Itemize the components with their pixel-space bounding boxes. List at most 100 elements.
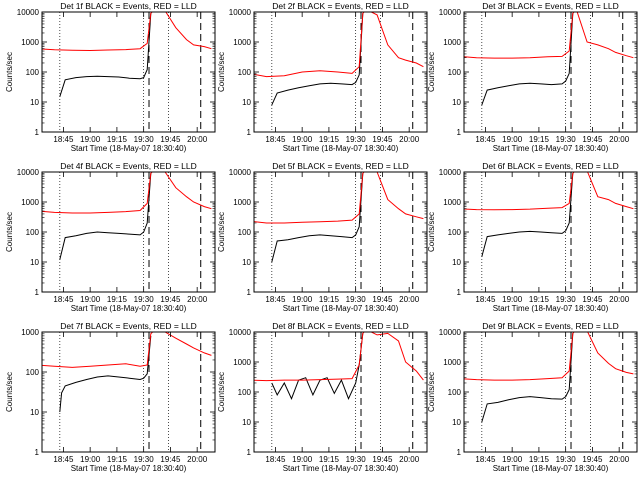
y-tick-label: 1000 bbox=[21, 198, 39, 207]
y-axis-label: Counts/sec bbox=[5, 372, 14, 412]
x-axis-label: Start Time (18-May-07 18:30:40) bbox=[71, 464, 187, 473]
y-tick-label: 1000 bbox=[233, 198, 251, 207]
events-series-line bbox=[481, 333, 574, 423]
events-series-line bbox=[481, 13, 574, 106]
y-tick-label: 10 bbox=[452, 258, 461, 267]
x-tick-label: 18:45 bbox=[265, 295, 286, 304]
x-tick-label: 20:00 bbox=[187, 295, 208, 304]
plot-frame bbox=[253, 171, 428, 293]
y-tick-label: 10000 bbox=[439, 328, 462, 337]
x-tick-label: 19:45 bbox=[160, 455, 181, 464]
x-tick-label: 19:15 bbox=[319, 135, 340, 144]
x-tick-label: 20:00 bbox=[399, 295, 420, 304]
x-tick-label: 19:45 bbox=[582, 455, 603, 464]
x-tick-label: 19:30 bbox=[134, 135, 155, 144]
y-tick-label: 10000 bbox=[439, 8, 462, 17]
y-tick-label: 100 bbox=[238, 388, 252, 397]
panel-title: Det 8f BLACK = Events, RED = LLD bbox=[272, 321, 409, 331]
x-tick-label: 19:45 bbox=[160, 295, 181, 304]
x-tick-label: 19:15 bbox=[107, 455, 128, 464]
x-tick-label: 19:15 bbox=[107, 135, 128, 144]
panel-1: Det 1f BLACK = Events, RED = LLD 1 10 100 10… bbox=[5, 1, 216, 153]
x-tick-label: 19:00 bbox=[80, 455, 101, 464]
y-tick-label: 10000 bbox=[17, 8, 40, 17]
x-tick-label: 19:30 bbox=[134, 455, 155, 464]
x-tick-label: 19:00 bbox=[80, 295, 101, 304]
x-axis-label: Start Time (18-May-07 18:30:40) bbox=[283, 464, 399, 473]
panel-title: Det 5f BLACK = Events, RED = LLD bbox=[272, 161, 409, 171]
x-axis-label: Start Time (18-May-07 18:30:40) bbox=[283, 144, 399, 153]
y-tick-label: 10000 bbox=[229, 168, 252, 177]
lld-series-line bbox=[254, 332, 424, 382]
y-tick-label: 10000 bbox=[229, 328, 252, 337]
x-tick-label: 19:00 bbox=[502, 455, 523, 464]
x-tick-label: 20:00 bbox=[187, 455, 208, 464]
x-tick-label: 19:00 bbox=[502, 295, 523, 304]
y-tick-label: 1000 bbox=[443, 198, 461, 207]
panel-6: Det 6f BLACK = Events, RED = LLD 1 10 100 10… bbox=[427, 161, 638, 313]
y-axis-label: Counts/sec bbox=[427, 372, 436, 412]
y-tick-label: 10000 bbox=[229, 8, 252, 17]
x-tick-label: 18:45 bbox=[53, 295, 74, 304]
plot-frame bbox=[41, 11, 216, 133]
x-tick-label: 19:00 bbox=[502, 135, 523, 144]
panel-7: Det 7f BLACK = Events, RED = LLD 1 10 100 10… bbox=[5, 321, 216, 473]
y-tick-label: 10 bbox=[30, 408, 39, 417]
x-tick-label: 19:30 bbox=[346, 295, 367, 304]
panel-8: Det 8f BLACK = Events, RED = LLD 1 10 100 10… bbox=[217, 321, 428, 473]
y-axis-label: Counts/sec bbox=[217, 52, 226, 92]
y-tick-label: 100 bbox=[238, 68, 252, 77]
y-axis-label: Counts/sec bbox=[5, 52, 14, 92]
y-tick-label: 1000 bbox=[21, 328, 39, 337]
y-tick-label: 100 bbox=[26, 368, 40, 377]
plot-frame bbox=[463, 171, 638, 293]
x-tick-label: 19:30 bbox=[556, 295, 577, 304]
events-series-line bbox=[59, 173, 152, 260]
plot-frame bbox=[41, 331, 216, 453]
x-tick-label: 19:15 bbox=[319, 455, 340, 464]
y-axis-label: Counts/sec bbox=[5, 212, 14, 252]
y-tick-label: 10 bbox=[452, 418, 461, 427]
y-tick-label: 10 bbox=[452, 98, 461, 107]
x-tick-label: 18:45 bbox=[265, 455, 286, 464]
panel-title: Det 3f BLACK = Events, RED = LLD bbox=[482, 1, 619, 11]
lld-series-line bbox=[42, 12, 212, 52]
panel-title: Det 7f BLACK = Events, RED = LLD bbox=[60, 321, 197, 331]
y-tick-label: 1 bbox=[35, 128, 40, 137]
x-tick-label: 20:00 bbox=[609, 135, 630, 144]
y-tick-label: 100 bbox=[238, 228, 252, 237]
y-tick-label: 100 bbox=[448, 228, 462, 237]
y-tick-label: 10 bbox=[30, 258, 39, 267]
y-tick-label: 1 bbox=[247, 448, 252, 457]
panel-2: Det 2f BLACK = Events, RED = LLD 1 10 100 10… bbox=[217, 1, 428, 153]
x-tick-label: 19:45 bbox=[582, 135, 603, 144]
y-axis-label: Counts/sec bbox=[217, 212, 226, 252]
x-axis-label: Start Time (18-May-07 18:30:40) bbox=[283, 304, 399, 313]
panel-title: Det 6f BLACK = Events, RED = LLD bbox=[482, 161, 619, 171]
events-series-line bbox=[271, 173, 364, 263]
plot-frame bbox=[41, 171, 216, 293]
x-tick-label: 18:45 bbox=[475, 135, 496, 144]
x-tick-label: 19:00 bbox=[80, 135, 101, 144]
y-tick-label: 1 bbox=[35, 448, 40, 457]
y-tick-label: 1 bbox=[457, 288, 462, 297]
events-series-line bbox=[271, 13, 364, 106]
x-axis-label: Start Time (18-May-07 18:30:40) bbox=[71, 144, 187, 153]
x-tick-label: 19:30 bbox=[556, 135, 577, 144]
x-tick-label: 19:45 bbox=[372, 295, 393, 304]
y-tick-label: 10 bbox=[242, 418, 251, 427]
y-tick-label: 10 bbox=[30, 98, 39, 107]
events-series-line bbox=[59, 335, 152, 413]
plot-frame bbox=[463, 331, 638, 453]
panel-3: Det 3f BLACK = Events, RED = LLD 1 10 100 10… bbox=[427, 1, 638, 153]
x-tick-label: 19:00 bbox=[292, 135, 313, 144]
x-tick-label: 19:30 bbox=[556, 455, 577, 464]
y-tick-label: 10 bbox=[242, 98, 251, 107]
x-tick-label: 19:45 bbox=[160, 135, 181, 144]
panel-4: Det 4f BLACK = Events, RED = LLD 1 10 100 10… bbox=[5, 161, 216, 313]
x-axis-label: Start Time (18-May-07 18:30:40) bbox=[493, 304, 609, 313]
events-series-line bbox=[59, 13, 152, 97]
x-tick-label: 19:15 bbox=[529, 295, 550, 304]
x-tick-label: 19:45 bbox=[372, 455, 393, 464]
x-tick-label: 20:00 bbox=[399, 135, 420, 144]
